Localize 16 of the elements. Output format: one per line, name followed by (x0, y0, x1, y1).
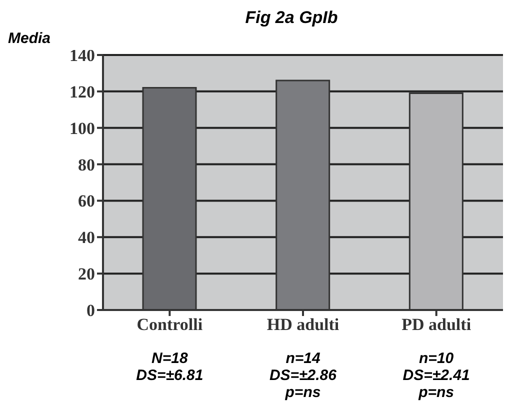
y-axis-title: Media (8, 30, 51, 47)
y-tick-label: 120 (70, 82, 95, 102)
x-tick-label: PD adulti (402, 315, 472, 334)
y-tick-label: 80 (78, 155, 95, 174)
y-tick-label: 0 (86, 301, 95, 320)
x-tick-label: Controlli (136, 315, 203, 334)
y-tick-label: 60 (78, 192, 95, 211)
text: N=18 DS=±6.81 (135, 350, 204, 384)
y-tick-label: 20 (78, 264, 95, 284)
y-tick-label: 140 (70, 46, 95, 66)
y-tick-label: 100 (70, 118, 95, 138)
text: n=10 DS=±2.41 p=ns (402, 350, 471, 401)
x-tick-label: HD adulti (266, 315, 340, 334)
chart-title: Fig 2a GpIb (244, 8, 339, 29)
y-tick-label: 40 (78, 228, 95, 248)
text: n=14 DS=±2.86 p=ns (268, 350, 338, 401)
